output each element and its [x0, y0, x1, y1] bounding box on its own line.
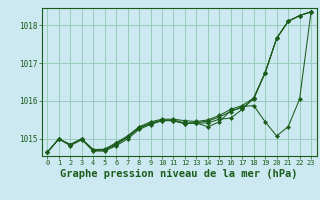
X-axis label: Graphe pression niveau de la mer (hPa): Graphe pression niveau de la mer (hPa) [60, 169, 298, 179]
